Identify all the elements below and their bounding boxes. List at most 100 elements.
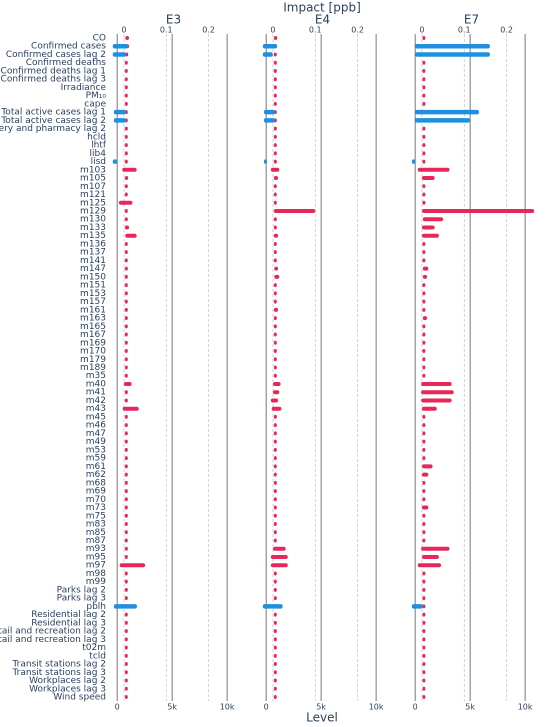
- level-range: [415, 109, 479, 115]
- impact-range: [124, 513, 128, 518]
- panel-frame: [407, 33, 536, 702]
- category-label: m99: [86, 577, 106, 587]
- impact-range: [422, 480, 426, 485]
- impact-range: [274, 274, 280, 279]
- impact-range: [422, 604, 426, 609]
- impact-range: [273, 579, 277, 584]
- impact-range: [422, 489, 426, 494]
- impact-range: [273, 373, 277, 378]
- impact-range: [422, 653, 426, 658]
- level-range: [411, 604, 423, 609]
- category-label: hcld: [87, 132, 106, 142]
- impact-range: [273, 472, 277, 477]
- category-label: Total active cases lag 2: [0, 116, 106, 126]
- level-range: [262, 52, 273, 57]
- impact-range: [421, 225, 435, 230]
- impact-range: [421, 472, 429, 477]
- impact-range: [270, 563, 288, 568]
- category-label: m85: [86, 528, 106, 538]
- impact-range: [124, 60, 128, 65]
- category-label: Confirmed deaths lag 3: [1, 75, 106, 85]
- impact-range: [273, 596, 277, 601]
- top-tick-label: 0: [419, 26, 424, 35]
- category-label: Confirmed deaths lag 1: [1, 66, 106, 76]
- category-label: m153: [80, 289, 106, 299]
- impact-range: [273, 299, 277, 304]
- category-label: m68: [86, 478, 106, 488]
- impact-range: [124, 678, 128, 683]
- impact-range: [273, 587, 277, 592]
- impact-range: [273, 258, 277, 263]
- impact-range: [273, 68, 277, 73]
- impact-range: [422, 77, 426, 82]
- impact-range: [124, 143, 128, 148]
- category-label: m42: [86, 396, 106, 406]
- category-label: m43: [86, 404, 106, 414]
- top-tick-label: 0.1: [309, 26, 322, 35]
- top-tick-label: 0.2: [202, 26, 215, 35]
- level-range: [263, 159, 267, 164]
- impact-range: [124, 398, 128, 403]
- category-label: m130: [80, 215, 106, 225]
- impact-range: [273, 316, 277, 321]
- impact-range: [273, 365, 277, 370]
- category-label: m163: [80, 314, 106, 324]
- impact-range: [273, 225, 277, 230]
- impact-range: [125, 36, 130, 40]
- category-label: m141: [80, 256, 106, 266]
- category-label: m121: [80, 190, 106, 200]
- impact-range: [118, 200, 133, 205]
- impact-range: [273, 233, 279, 238]
- impact-range: [273, 192, 277, 197]
- category-label: m135: [80, 231, 106, 241]
- impact-range: [270, 554, 288, 559]
- category-label: m61: [86, 462, 106, 472]
- impact-range: [273, 60, 277, 65]
- impact-range: [124, 208, 128, 213]
- category-label: m59: [86, 454, 106, 464]
- impact-range: [421, 546, 450, 551]
- category-label: m95: [86, 552, 106, 562]
- category-label: m47: [86, 429, 106, 439]
- impact-range: [422, 662, 426, 667]
- impact-range: [272, 546, 286, 551]
- impact-range: [124, 390, 128, 395]
- category-label: m179: [80, 355, 106, 365]
- impact-range: [124, 332, 128, 337]
- category-label: tcld: [89, 651, 106, 661]
- impact-range: [273, 439, 277, 444]
- category-label: m157: [80, 297, 106, 307]
- category-label: m46: [86, 421, 106, 431]
- impact-range: [124, 571, 128, 576]
- impact-range: [124, 126, 128, 131]
- impact-range: [422, 258, 426, 263]
- impact-range: [273, 77, 277, 82]
- category-label: pblh: [86, 602, 106, 612]
- impact-range: [122, 406, 139, 411]
- level-range: [263, 109, 275, 115]
- impact-range: [273, 620, 277, 625]
- level-range: [262, 604, 283, 609]
- impact-range: [422, 200, 426, 205]
- level-range: [415, 43, 490, 49]
- category-label: m53: [86, 445, 106, 455]
- impact-range: [273, 332, 277, 337]
- top-tick-label: 0: [121, 26, 126, 35]
- impact-range: [422, 579, 426, 584]
- impact-range: [124, 349, 128, 354]
- impact-range: [273, 645, 277, 650]
- impact-range: [125, 52, 129, 57]
- bottom-tick-label: 10k: [369, 703, 384, 712]
- level-range: [113, 109, 126, 115]
- impact-range: [421, 464, 433, 469]
- impact-range: [422, 456, 426, 461]
- category-label: lib4: [90, 149, 107, 159]
- impact-range: [422, 629, 426, 634]
- impact-range: [124, 662, 128, 667]
- category-label: m69: [86, 487, 106, 497]
- impact-range: [273, 678, 277, 683]
- impact-range: [422, 365, 426, 370]
- impact-range: [124, 629, 128, 634]
- impact-range: [124, 93, 128, 98]
